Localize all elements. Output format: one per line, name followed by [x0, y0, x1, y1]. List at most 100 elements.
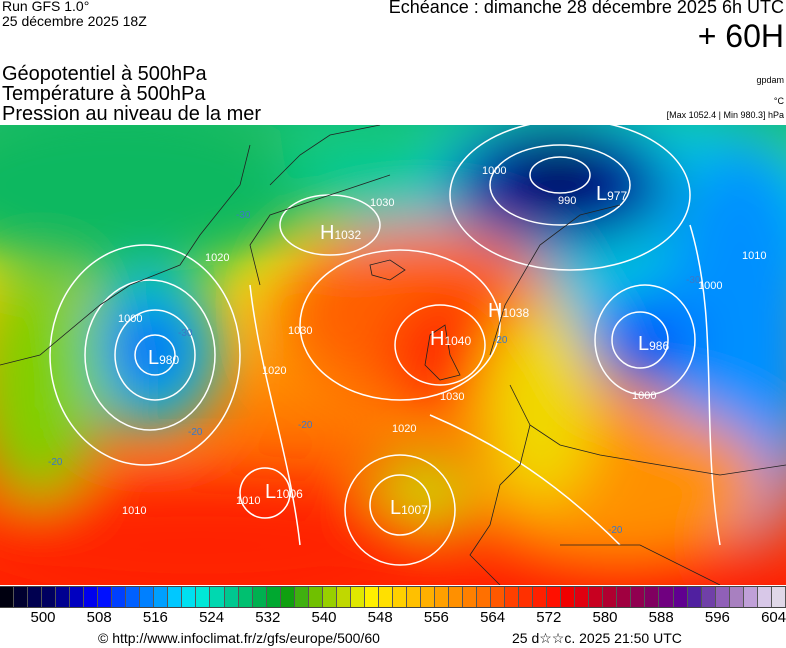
colorbar-swatch [589, 587, 604, 607]
param-temperature: Température à 500hPa [2, 83, 206, 105]
colorbar-swatch [126, 587, 141, 607]
colorbar-tick-label: 548 [367, 609, 393, 626]
unit-temperature: °C [773, 96, 784, 106]
isotherm-label: -20 [608, 525, 623, 536]
colorbar-swatch [561, 587, 576, 607]
colorbar-swatch [224, 587, 239, 607]
colorbar-swatch [617, 587, 632, 607]
isotherm-label: -20 [298, 420, 313, 431]
low-pressure-center: L1006 [265, 481, 303, 503]
colorbar-tick-label: 580 [592, 609, 618, 626]
colorbar-swatch [98, 587, 113, 607]
colorbar-swatch [392, 587, 407, 607]
colorbar [0, 586, 786, 608]
forecast-offset: + 60H [697, 18, 784, 54]
colorbar-swatch [84, 587, 99, 607]
colorbar-swatch [168, 587, 183, 607]
weather-map: L977 L986 L980 L1006 L1007 H1040 H1038 H… [0, 95, 786, 605]
colorbar-swatch [631, 587, 646, 607]
generated-time: 25 d☆☆c. 2025 21:50 UTC [512, 630, 682, 646]
param-pressure: Pression au niveau de la mer [2, 103, 262, 125]
isobar-label: 1000 [482, 165, 507, 177]
colorbar-tick-label: 524 [199, 609, 225, 626]
high-pressure-center: H1032 [320, 222, 362, 244]
isobar-label: 1010 [122, 505, 147, 517]
colorbar-swatch [112, 587, 127, 607]
colorbar-tick-label: 500 [30, 609, 56, 626]
colorbar-swatch [575, 587, 590, 607]
unit-geopotential: gpdam [756, 75, 784, 85]
colorbar-tick-label: 532 [255, 609, 281, 626]
low-pressure-center: L1007 [390, 497, 428, 519]
param-geopotential: Géopotentiel à 500hPa [2, 63, 207, 85]
colorbar-swatch [715, 587, 730, 607]
isotherm-label: -20 [493, 335, 508, 346]
isobar-label: 1020 [392, 423, 417, 435]
copyright-url: © http://www.infoclimat.fr/z/gfs/europe/… [98, 630, 380, 646]
unit-pressure: [Max 1052.4 | Min 980.3] hPa [666, 110, 784, 120]
colorbar-swatch [0, 587, 15, 607]
isobar-label: 1000 [698, 280, 723, 292]
colorbar-swatch [182, 587, 197, 607]
isobar-label: 1010 [236, 495, 261, 507]
colorbar-swatch [266, 587, 281, 607]
colorbar-swatch [687, 587, 702, 607]
colorbar-swatch [547, 587, 562, 607]
colorbar-swatch [56, 587, 71, 607]
colorbar-swatch [140, 587, 155, 607]
colorbar-tick-label: 596 [704, 609, 730, 626]
isobar-label: 1010 [742, 250, 767, 262]
colorbar-swatch [743, 587, 758, 607]
isotherm-label: -30 [236, 210, 251, 221]
isotherm-label: -30 [178, 328, 193, 339]
colorbar-swatch [477, 587, 492, 607]
colorbar-swatch [154, 587, 169, 607]
colorbar-swatch [210, 587, 225, 607]
isobar-label: 1030 [288, 325, 313, 337]
colorbar-swatch [701, 587, 716, 607]
colorbar-swatch [294, 587, 309, 607]
coastlines [0, 124, 786, 586]
colorbar-swatch [252, 587, 267, 607]
low-pressure-center: L977 [596, 183, 628, 205]
isobars [49, 119, 721, 566]
colorbar-swatch [322, 587, 337, 607]
high-pressure-center: H1038 [488, 300, 530, 322]
colorbar-tick-label: 564 [480, 609, 506, 626]
colorbar-swatch [645, 587, 660, 607]
colorbar-swatch [406, 587, 421, 607]
colorbar-tick-label: 588 [648, 609, 674, 626]
colorbar-swatch [519, 587, 534, 607]
colorbar-tick-label: 516 [142, 609, 168, 626]
colorbar-tick-label: 572 [536, 609, 562, 626]
colorbar-swatch [350, 587, 365, 607]
colorbar-tick-label: 556 [423, 609, 449, 626]
colorbar-swatch [196, 587, 211, 607]
colorbar-swatch [308, 587, 323, 607]
run-date: 25 décembre 2025 18Z [2, 13, 147, 29]
colorbar-swatch [463, 587, 478, 607]
colorbar-tick-label: 540 [311, 609, 337, 626]
colorbar-swatch [70, 587, 85, 607]
colorbar-swatch [673, 587, 688, 607]
map-field [0, 95, 786, 605]
colorbar-swatch [28, 587, 43, 607]
colorbar-swatch [364, 587, 379, 607]
isobar-label: 1000 [632, 390, 657, 402]
colorbar-swatch [505, 587, 520, 607]
run-label: Run GFS 1.0° [2, 0, 90, 14]
colorbar-swatch [420, 587, 435, 607]
low-pressure-center: L986 [638, 333, 670, 355]
colorbar-tick-label: 604 [761, 609, 786, 626]
high-pressure-center: H1040 [430, 328, 472, 350]
colorbar-swatch [491, 587, 506, 607]
colorbar-tick-label: 508 [86, 609, 112, 626]
isobar-label: 1030 [440, 391, 465, 403]
isotherm-label: -20 [188, 427, 203, 438]
colorbar-swatch [238, 587, 253, 607]
colorbar-swatch [378, 587, 393, 607]
isotherm-label: -30 [686, 275, 701, 286]
colorbar-swatch [771, 587, 786, 607]
isotherm-label: -20 [48, 457, 63, 468]
colorbar-swatch [603, 587, 618, 607]
